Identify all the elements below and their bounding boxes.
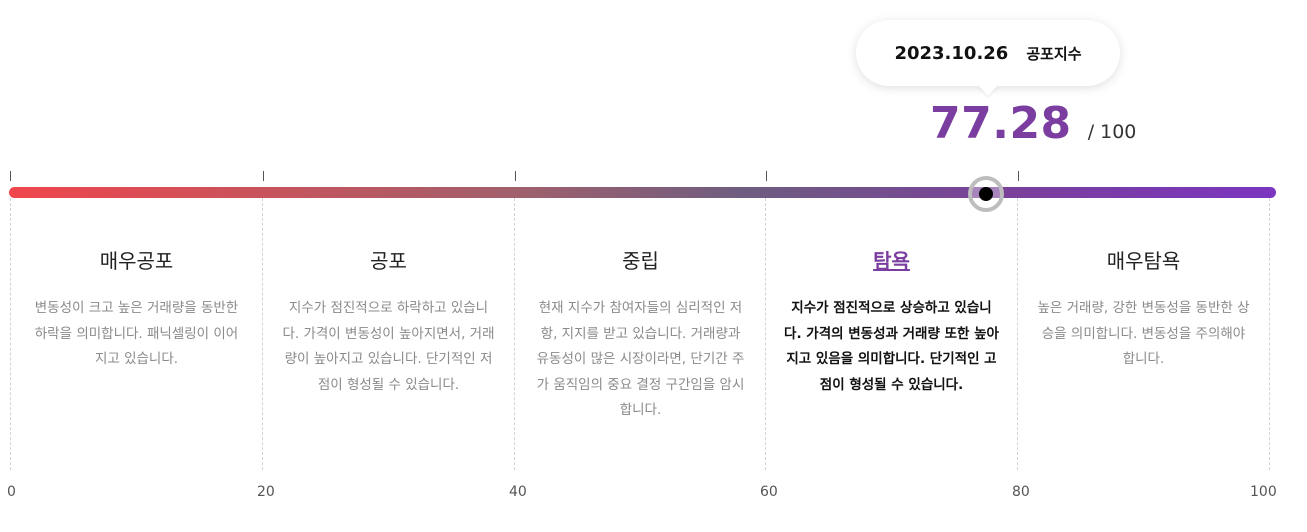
index-value-row: 77.28 / 100 bbox=[930, 98, 1136, 149]
zone-divider bbox=[1017, 198, 1018, 470]
scale-label: 40 bbox=[509, 484, 527, 500]
scale-label: 20 bbox=[257, 484, 275, 500]
zone-greed: 탐욕 지수가 점진적으로 상승하고 있습니다. 가격의 변동성과 거래량 또한 … bbox=[766, 245, 1017, 398]
index-max: / 100 bbox=[1087, 121, 1137, 143]
date-tooltip: 2023.10.26 공포지수 bbox=[856, 20, 1120, 86]
zone-extreme-fear: 매우공포 변동성이 크고 높은 거래량을 동반한 하락을 의미합니다. 패닉셀링… bbox=[11, 245, 262, 373]
zone-title-active[interactable]: 탐욕 bbox=[873, 249, 910, 273]
zone-description: 현재 지수가 참여자들의 심리적인 저항, 지지를 받고 있습니다. 거래량과 … bbox=[536, 300, 745, 418]
tick-mark-20 bbox=[263, 171, 264, 181]
zone-divider bbox=[1269, 198, 1270, 470]
tick-mark-0 bbox=[10, 171, 11, 181]
scale-label: 80 bbox=[1012, 484, 1030, 500]
zone-description-active: 지수가 점진적으로 상승하고 있습니다. 가격의 변동성과 거래량 또한 높아지… bbox=[784, 300, 999, 393]
zone-divider bbox=[10, 198, 11, 470]
tick-mark-80 bbox=[1018, 171, 1019, 181]
zone-neutral: 중립 현재 지수가 참여자들의 심리적인 저항, 지지를 받고 있습니다. 거래… bbox=[515, 245, 766, 424]
zone-description: 변동성이 크고 높은 거래량을 동반한 하락을 의미합니다. 패닉셀링이 이어지… bbox=[34, 300, 239, 367]
tooltip-label: 공포지수 bbox=[1026, 44, 1082, 63]
scale-label: 100 bbox=[1250, 484, 1277, 500]
slider-handle-ring[interactable] bbox=[968, 176, 1004, 212]
zone-description: 지수가 점진적으로 하락하고 있습니다. 가격이 변동성이 높아지면서, 거래량… bbox=[282, 300, 495, 393]
scale-label: 60 bbox=[760, 484, 778, 500]
zone-divider bbox=[262, 198, 263, 470]
zone-title: 매우공포 bbox=[99, 249, 174, 273]
slider-handle-dot[interactable] bbox=[979, 187, 993, 201]
zone-title: 공포 bbox=[370, 249, 407, 273]
zone-description: 높은 거래량, 강한 변동성을 동반한 상승을 의미합니다. 변동성을 주의해야… bbox=[1037, 300, 1250, 367]
tooltip-date: 2023.10.26 bbox=[894, 42, 1009, 64]
zone-title: 중립 bbox=[622, 249, 659, 273]
zone-title: 매우탐욕 bbox=[1106, 249, 1181, 273]
zone-fear: 공포 지수가 점진적으로 하락하고 있습니다. 가격이 변동성이 높아지면서, … bbox=[263, 245, 514, 398]
tick-mark-40 bbox=[515, 171, 516, 181]
tick-mark-60 bbox=[766, 171, 767, 181]
zone-divider bbox=[514, 198, 515, 470]
index-value: 77.28 bbox=[930, 98, 1072, 149]
zone-divider bbox=[765, 198, 766, 470]
fear-greed-gradient-bar bbox=[9, 187, 1276, 198]
scale-label: 0 bbox=[7, 484, 16, 500]
zone-extreme-greed: 매우탐욕 높은 거래량, 강한 변동성을 동반한 상승을 의미합니다. 변동성을… bbox=[1018, 245, 1269, 373]
